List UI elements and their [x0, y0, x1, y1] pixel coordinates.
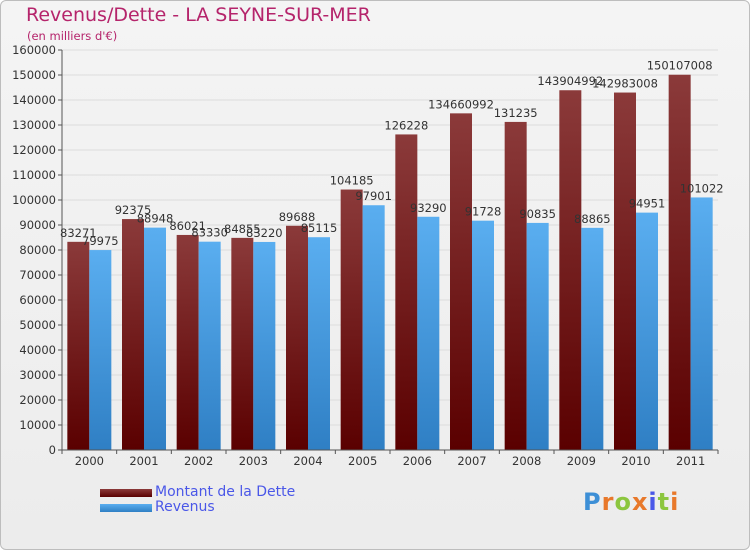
- x-tick-label: 2007: [457, 454, 486, 468]
- y-tick-label: 160000: [12, 43, 56, 57]
- data-label-revenue: 83220: [246, 226, 283, 240]
- bar-debt: [340, 189, 363, 450]
- x-tick-label: 2010: [621, 454, 650, 468]
- y-tick-label: 30000: [19, 368, 56, 382]
- x-tick-label: 2001: [129, 454, 158, 468]
- chart-subtitle: (en milliers d'€): [27, 29, 118, 43]
- chart-title: Revenus/Dette - LA SEYNE-SUR-MER: [26, 4, 371, 26]
- y-tick-label: 90000: [19, 218, 56, 232]
- x-tick-label: 2009: [567, 454, 596, 468]
- x-tick-label: 2002: [184, 454, 213, 468]
- data-label-revenue: 83330: [191, 226, 228, 240]
- data-label-debt: 150107008: [647, 59, 713, 73]
- bar-revenue: [89, 250, 112, 450]
- data-label-revenue: 101022: [680, 181, 724, 195]
- bar-debt: [176, 234, 199, 450]
- y-tick-label: 100000: [12, 193, 56, 207]
- logo-letter: r: [601, 488, 615, 516]
- bar-revenue: [308, 237, 330, 450]
- bar-debt: [122, 219, 144, 450]
- x-tick-label: 2004: [293, 454, 322, 468]
- bar-debt: [668, 74, 691, 450]
- legend-label-revenue: Revenus: [155, 499, 215, 515]
- logo-letter: o: [614, 488, 632, 516]
- bar-debt: [614, 92, 636, 450]
- bar-debt: [231, 237, 254, 450]
- data-label-revenue: 91728: [465, 205, 502, 219]
- logo-letter: t: [657, 488, 671, 516]
- data-label-debt: 143904992: [537, 74, 603, 88]
- data-label-revenue: 97901: [355, 189, 392, 203]
- y-tick-label: 110000: [12, 168, 56, 182]
- logo-letter: x: [631, 488, 649, 516]
- data-label-revenue: 88948: [137, 212, 174, 226]
- x-tick-label: 2008: [512, 454, 541, 468]
- data-label-debt: 134660992: [428, 97, 494, 111]
- y-tick-label: 120000: [12, 143, 56, 157]
- y-tick-label: 60000: [19, 293, 56, 307]
- bar-debt: [450, 113, 472, 450]
- bar-debt: [559, 90, 582, 450]
- data-label-revenue: 93290: [410, 201, 447, 215]
- bar-revenue: [690, 197, 713, 450]
- data-label-revenue: 88865: [574, 212, 611, 226]
- data-label-debt: 104185: [330, 174, 374, 188]
- x-tick-label: 2006: [403, 454, 432, 468]
- logo-letter: P: [583, 488, 602, 516]
- bar-revenue: [253, 241, 276, 450]
- data-label-debt: 89688: [279, 210, 316, 224]
- y-tick-label: 20000: [19, 393, 56, 407]
- bar-debt: [286, 225, 308, 450]
- logo-letter: i: [670, 488, 680, 516]
- y-tick-label: 10000: [19, 418, 56, 432]
- y-tick-label: 80000: [19, 243, 56, 257]
- y-tick-label: 40000: [19, 343, 56, 357]
- data-label-debt: 92375: [115, 203, 152, 217]
- bar-revenue: [144, 227, 166, 450]
- data-label-debt: 83271: [60, 226, 97, 240]
- bars: [67, 74, 713, 450]
- bar-revenue: [417, 216, 440, 450]
- bar-debt: [395, 134, 418, 450]
- x-tick-label: 2000: [75, 454, 104, 468]
- grid-lines: [62, 49, 718, 451]
- bar-revenue: [362, 205, 385, 450]
- data-label-debt: 131235: [494, 106, 538, 120]
- y-tick-label: 140000: [12, 93, 56, 107]
- y-tick-label: 70000: [19, 268, 56, 282]
- data-label-debt: 84855: [224, 222, 261, 236]
- bar-revenue: [581, 227, 604, 450]
- data-label-debt: 86021: [169, 219, 206, 233]
- x-axis: 2000 2001 2002 2003 2004 2005 2006 2007 2008 2009…: [61, 449, 719, 468]
- data-label-revenue: 79975: [82, 234, 119, 248]
- x-tick-label: 2003: [239, 454, 268, 468]
- logo-letter: i: [648, 488, 658, 516]
- bar-revenue: [198, 241, 221, 450]
- bar-revenue: [472, 220, 494, 450]
- legend-swatch-debt: [100, 489, 152, 497]
- y-axis: 0 10000 20000 30000 40000 50000 60000 70000 8000…: [12, 43, 63, 457]
- data-label-revenue: 90835: [519, 207, 556, 221]
- x-tick-label: 2005: [348, 454, 377, 468]
- legend-swatch-revenue: [100, 504, 152, 512]
- bar-debt: [504, 121, 527, 450]
- bar-revenue: [636, 212, 658, 450]
- data-label-debt: 126228: [384, 118, 428, 132]
- data-label-debt: 142983008: [592, 77, 658, 91]
- y-tick-label: 0: [49, 443, 56, 457]
- y-tick-label: 130000: [12, 118, 56, 132]
- data-label-revenue: 94951: [629, 197, 666, 211]
- bar-debt: [67, 241, 90, 450]
- bar-revenue: [526, 222, 549, 450]
- data-label-revenue: 85115: [301, 221, 338, 235]
- legend-label-debt: Montant de la Dette: [155, 484, 296, 500]
- proxiti-logo: Proxiti: [583, 488, 679, 516]
- y-tick-label: 150000: [12, 68, 56, 82]
- x-tick-label: 2011: [676, 454, 705, 468]
- y-tick-label: 50000: [19, 318, 56, 332]
